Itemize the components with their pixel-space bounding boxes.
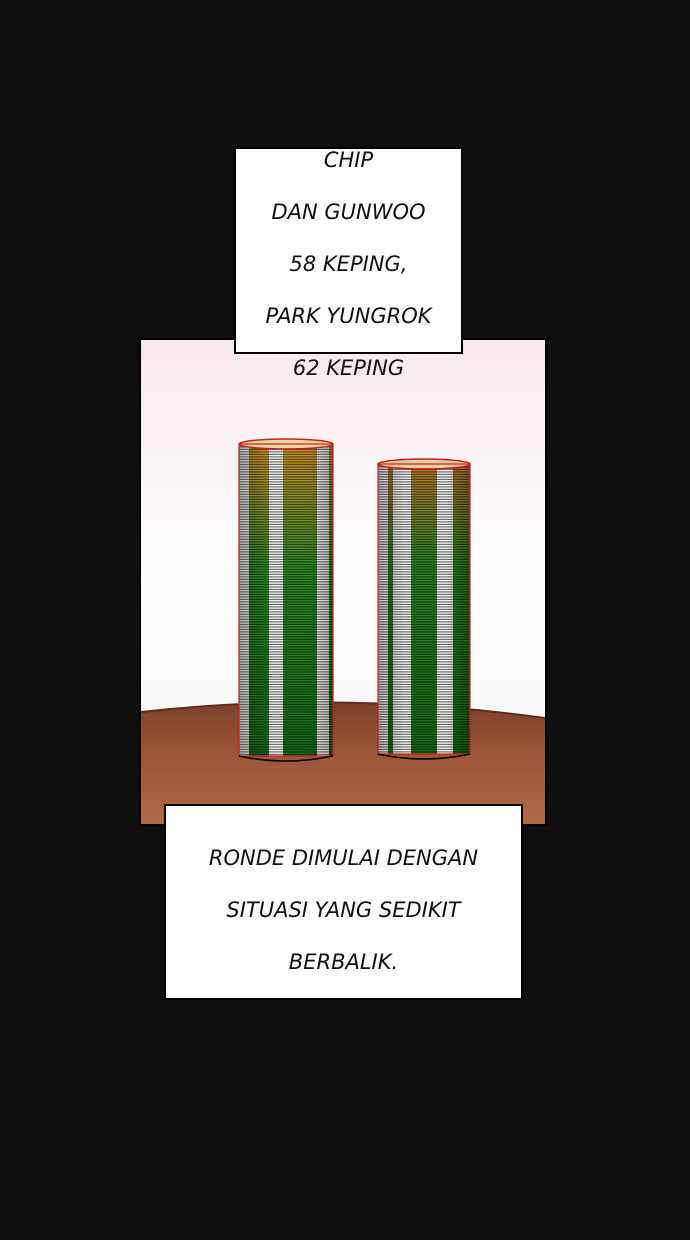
chip-stack-left: [239, 439, 333, 761]
caption-line: SITUASI YANG SEDIKIT: [226, 898, 460, 922]
caption-box-chip-counts: CHIP DAN GUNWOO 58 KEPING, PARK YUNGROK …: [234, 147, 463, 354]
caption-line: PARK YUNGROK: [265, 304, 431, 328]
caption-line: DAN GUNWOO: [271, 200, 425, 224]
caption-line: RONDE DIMULAI DENGAN: [209, 846, 478, 870]
caption-box-round-start: RONDE DIMULAI DENGAN SITUASI YANG SEDIKI…: [164, 804, 523, 1000]
caption-line: 62 KEPING: [293, 356, 404, 380]
illustration-panel: [139, 338, 547, 826]
caption-line: BERBALIK.: [289, 950, 398, 974]
chip-stacks-illustration: [141, 340, 545, 824]
caption-line: CHIP: [324, 148, 373, 172]
chip-stack-right: [378, 459, 470, 759]
caption-line: 58 KEPING,: [290, 252, 408, 276]
